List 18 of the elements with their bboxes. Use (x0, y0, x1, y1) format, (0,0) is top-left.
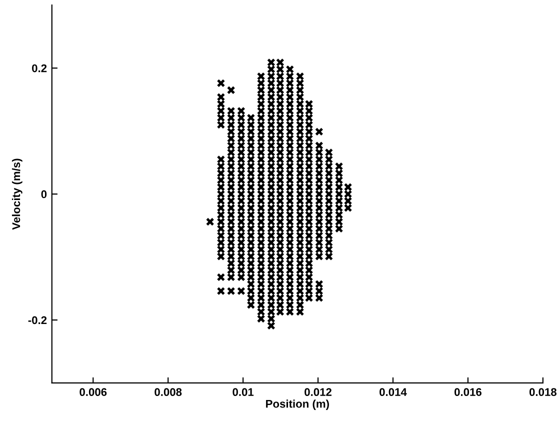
x-tick-label: 0.01 (232, 388, 254, 396)
x-axis-title: Position (m) (266, 400, 329, 410)
x-tick-label: 0.018 (529, 388, 556, 396)
x-tick-label: 0.006 (80, 388, 107, 396)
x-tick-label: 0.014 (380, 388, 407, 396)
y-axis-title: Velocity (m/s) (12, 158, 22, 230)
x-tick-label: 0.008 (154, 388, 182, 396)
x-tick-label: 0.016 (454, 388, 482, 396)
point (216, 92, 226, 102)
point (216, 100, 226, 108)
y-tick-label: 0 (41, 190, 47, 198)
point (226, 86, 236, 94)
point (216, 79, 226, 88)
y-tick-label: 0.2 (32, 64, 47, 72)
point (266, 321, 276, 330)
x-tick-label: 0.012 (304, 388, 332, 396)
point (206, 218, 214, 226)
y-tick-label: -0.2 (28, 316, 47, 324)
